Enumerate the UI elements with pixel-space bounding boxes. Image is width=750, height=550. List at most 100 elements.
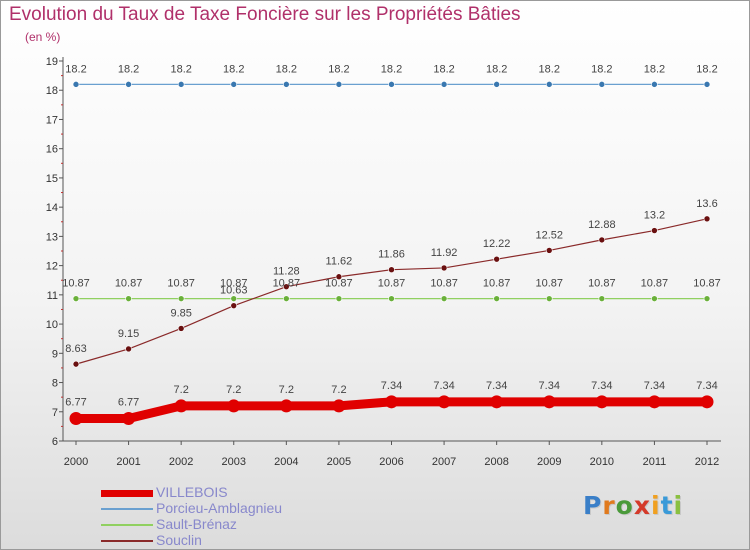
- data-point: [542, 395, 556, 409]
- data-point: [493, 255, 500, 263]
- data-point: [598, 236, 606, 244]
- logo-letter: t: [660, 491, 674, 520]
- data-label: 18.2: [381, 63, 402, 75]
- unit-label: (en %): [25, 30, 61, 44]
- data-label: 7.2: [226, 384, 241, 396]
- data-label: 10.87: [220, 278, 248, 290]
- logo-letter: i: [673, 491, 684, 520]
- data-label: 7.2: [331, 384, 346, 396]
- y-tick-label: 16: [46, 144, 58, 156]
- data-point: [493, 81, 500, 88]
- data-label: 18.2: [65, 63, 86, 75]
- data-label: 18.2: [276, 63, 297, 75]
- data-label: 10.87: [693, 278, 721, 290]
- logo-letter: r: [602, 491, 616, 520]
- data-label: 10.87: [378, 278, 406, 290]
- x-tick-label: 2000: [64, 456, 88, 468]
- data-point: [335, 81, 343, 88]
- y-tick-label: 10: [46, 319, 58, 331]
- proxiti-logo: Proxiti: [583, 491, 683, 520]
- data-point: [490, 395, 504, 409]
- data-label: 10.87: [167, 278, 195, 290]
- data-label: 12.88: [588, 219, 616, 231]
- data-point: [703, 215, 711, 223]
- data-label: 6.77: [118, 396, 139, 408]
- y-tick-label: 9: [52, 348, 58, 360]
- data-label: 7.34: [486, 380, 507, 392]
- y-tick-label: 6: [52, 436, 58, 448]
- legend-swatch-souclin: [101, 540, 153, 542]
- x-tick-label: 2005: [327, 456, 351, 468]
- data-point: [598, 295, 606, 302]
- data-label: 10.87: [273, 278, 301, 290]
- x-tick-label: 2006: [379, 456, 403, 468]
- y-tick-label: 7: [52, 407, 58, 419]
- data-label: 10.63: [220, 285, 248, 297]
- data-point: [493, 295, 500, 302]
- data-label: 18.2: [539, 63, 560, 75]
- y-tick-label: 12: [46, 261, 58, 273]
- data-label: 18.2: [486, 63, 507, 75]
- data-point: [651, 295, 658, 302]
- data-label: 13.6: [696, 198, 717, 210]
- data-point: [177, 325, 185, 332]
- data-label: 13.2: [644, 210, 665, 222]
- data-label: 18.2: [118, 63, 139, 75]
- legend-swatch-villebois: [101, 490, 153, 497]
- legend-item-porcieu-amblagnieu: Porcieu-Amblagnieu: [101, 500, 341, 517]
- data-label: 10.87: [430, 278, 458, 290]
- legend-item-villebois: VILLEBOIS: [101, 484, 341, 501]
- data-point: [283, 81, 290, 88]
- data-label: 10.87: [483, 278, 511, 290]
- data-label: 10.87: [325, 278, 353, 290]
- logo-letter: P: [583, 491, 603, 520]
- data-label: 18.2: [644, 63, 665, 75]
- data-label: 11.62: [326, 256, 353, 268]
- data-label: 6.77: [65, 396, 86, 408]
- series-line-souclin: [75, 218, 708, 365]
- data-label: 7.2: [174, 384, 189, 396]
- data-point: [230, 295, 238, 302]
- x-tick-label: 2007: [432, 456, 456, 468]
- legend-swatch-porcieu-amblagnieu: [101, 508, 153, 510]
- data-label: 10.87: [641, 278, 669, 290]
- data-point: [72, 360, 80, 368]
- data-point: [72, 295, 80, 302]
- x-tick-label: 2011: [643, 456, 667, 468]
- data-label: 12.52: [535, 229, 563, 241]
- x-tick-label: 2010: [590, 456, 614, 468]
- y-tick-label: 18: [46, 85, 58, 97]
- data-point: [437, 395, 451, 409]
- y-tick-label: 14: [46, 202, 58, 214]
- data-point: [651, 227, 658, 234]
- legend: VILLEBOIS Porcieu-Amblagnieu Sault-Bréna…: [101, 484, 341, 549]
- y-tick-label: 15: [46, 173, 58, 185]
- data-point: [703, 81, 711, 88]
- data-point: [703, 295, 711, 302]
- data-point: [125, 295, 132, 302]
- data-point: [177, 295, 185, 302]
- data-label: 18.2: [696, 63, 717, 75]
- data-point: [125, 81, 132, 88]
- data-point: [122, 411, 136, 425]
- chart-title: Evolution du Taux de Taxe Foncière sur l…: [9, 4, 521, 25]
- data-point: [283, 283, 290, 290]
- legend-item-souclin: Souclin: [101, 532, 341, 549]
- y-tick-label: 11: [47, 290, 58, 302]
- data-point: [651, 81, 658, 88]
- data-label: 7.34: [539, 380, 560, 392]
- x-tick-label: 2008: [484, 456, 508, 468]
- y-tick-label: 19: [46, 56, 58, 68]
- x-tick-label: 2002: [169, 456, 193, 468]
- data-label: 18.2: [223, 63, 244, 75]
- logo-letter: o: [615, 491, 634, 520]
- data-point: [440, 264, 448, 272]
- x-tick-label: 2004: [274, 456, 298, 468]
- data-point: [595, 395, 609, 409]
- legend-swatch-sault-brenaz: [101, 524, 153, 526]
- legend-label-porcieu-amblagnieu: Porcieu-Amblagnieu: [156, 500, 283, 516]
- data-point: [388, 81, 395, 88]
- data-label: 7.2: [279, 384, 294, 396]
- legend-label-sault-brenaz: Sault-Brénaz: [156, 516, 237, 532]
